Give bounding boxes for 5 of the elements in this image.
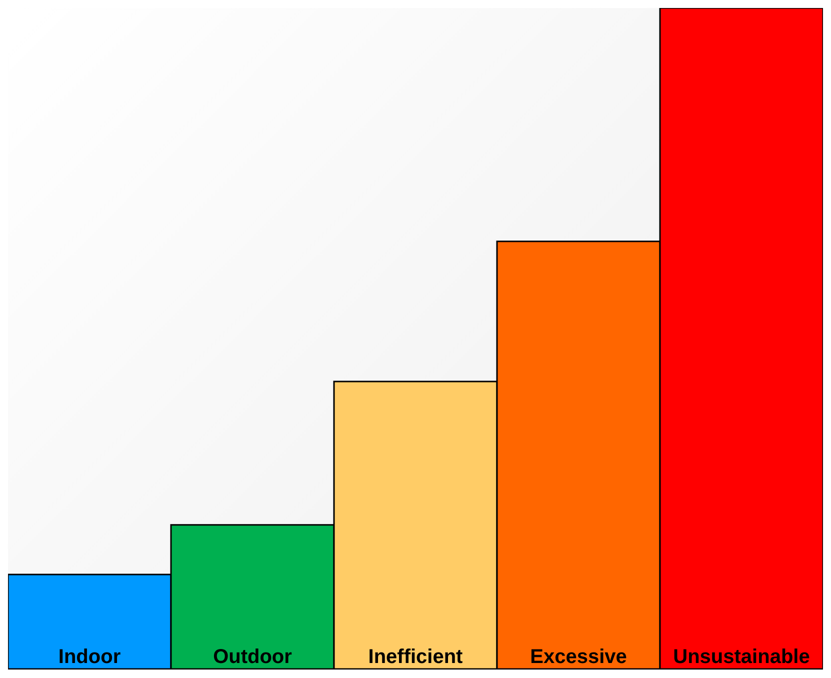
x-tick-label: Excessive xyxy=(530,646,627,668)
x-tick-label: Inefficient xyxy=(368,646,464,668)
x-tick-label: Indoor xyxy=(58,646,121,668)
x-tick-label: Unsustainable xyxy=(673,646,810,668)
x-tick-label: Outdoor xyxy=(213,646,292,668)
